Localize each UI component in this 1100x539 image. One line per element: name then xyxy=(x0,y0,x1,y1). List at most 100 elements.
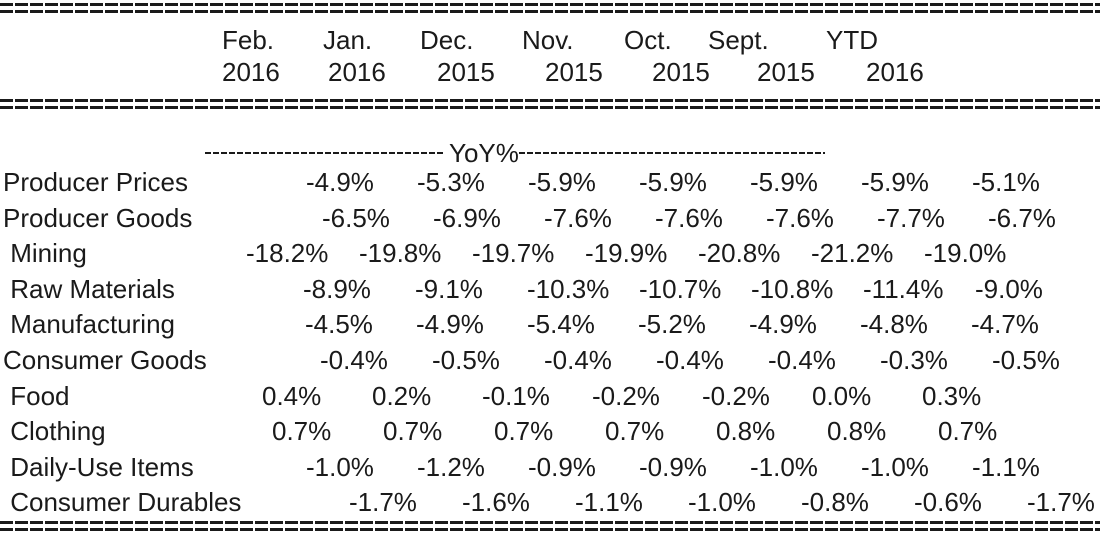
column-header: Oct. xyxy=(624,25,672,55)
cell-value: -0.2% xyxy=(592,380,660,411)
cell-value: -0.5% xyxy=(432,345,500,375)
double-rule xyxy=(0,99,1100,109)
column-header: 2015 xyxy=(545,57,603,87)
cell-value: 0.7% xyxy=(605,416,665,447)
cell-value: 0.4% xyxy=(262,380,322,411)
cell-value: -10.7% xyxy=(639,273,722,304)
cell-value: -0.1% xyxy=(482,380,550,411)
cell-value: -0.4% xyxy=(320,345,388,375)
cell-value: -10.3% xyxy=(527,273,610,304)
column-header: Jan. xyxy=(323,25,373,55)
cell-value: -1.0% xyxy=(861,451,929,482)
cell-value: 0.2% xyxy=(372,380,432,411)
cell-value: -5.9% xyxy=(639,167,707,197)
column-header: 2016 xyxy=(328,57,386,87)
cell-value: -1.0% xyxy=(688,487,756,518)
cell-value: -5.3% xyxy=(417,167,485,197)
cell-value: -5.9% xyxy=(861,167,929,197)
cell-value: 0.8% xyxy=(716,416,776,447)
column-header: Dec. xyxy=(420,25,474,55)
cell-value: -4.9% xyxy=(749,309,817,340)
cell-value: -21.2% xyxy=(811,238,894,269)
cell-value: -19.7% xyxy=(472,238,555,269)
cell-value: -5.1% xyxy=(972,167,1040,197)
cell-value: 0.7% xyxy=(938,416,998,447)
cell-value: -0.3% xyxy=(880,345,948,375)
cell-value: 0.7% xyxy=(272,416,332,447)
cell-value: -7.6% xyxy=(766,202,834,233)
row-label: Daily-Use Items xyxy=(3,451,194,482)
section-label: YoY% xyxy=(449,138,519,168)
cell-value: -1.2% xyxy=(417,451,485,482)
column-header: YTD xyxy=(826,25,878,55)
cell-value: -1.1% xyxy=(575,487,643,518)
column-header: 2016 xyxy=(866,57,924,87)
row-label: Raw Materials xyxy=(3,273,175,304)
cell-value: -0.2% xyxy=(702,380,770,411)
cell-value: -1.1% xyxy=(972,451,1040,482)
cell-value: -6.7% xyxy=(988,202,1056,233)
cell-value: 0.7% xyxy=(494,416,554,447)
cell-value: -7.7% xyxy=(877,202,945,233)
cell-value: 0.8% xyxy=(827,416,887,447)
cell-value: -4.9% xyxy=(416,309,484,340)
cell-value: -8.9% xyxy=(303,273,371,304)
dash-rule xyxy=(519,152,825,154)
row-label: Producer Goods xyxy=(3,202,193,233)
column-header: 2015 xyxy=(757,57,815,87)
cell-value: -7.6% xyxy=(655,202,723,233)
dash-rule xyxy=(205,152,445,154)
column-header: Feb. xyxy=(222,25,275,55)
cell-value: -4.7% xyxy=(971,309,1039,340)
column-header: 2015 xyxy=(652,57,710,87)
column-header: 2015 xyxy=(437,57,495,87)
cell-value: -5.9% xyxy=(528,167,596,197)
cell-value: -9.1% xyxy=(415,273,483,304)
column-header: Sept. xyxy=(708,25,769,55)
cell-value: -18.2% xyxy=(246,238,329,269)
cell-value: -0.6% xyxy=(914,487,982,518)
cell-value: -0.9% xyxy=(639,451,707,482)
cell-value: -1.0% xyxy=(306,451,374,482)
cell-value: -19.0% xyxy=(924,238,1007,269)
cell-value: -7.6% xyxy=(544,202,612,233)
double-rule xyxy=(0,521,1100,531)
cell-value: -10.8% xyxy=(751,273,834,304)
cell-value: -0.8% xyxy=(801,487,869,518)
row-label: Mining xyxy=(3,238,87,269)
cell-value: 0.3% xyxy=(922,380,982,411)
cell-value: -6.9% xyxy=(433,202,501,233)
cell-value: -0.9% xyxy=(528,451,596,482)
cell-value: -11.4% xyxy=(863,273,944,304)
cell-value: -4.5% xyxy=(305,309,373,340)
cell-value: -4.9% xyxy=(306,167,374,197)
cell-value: -1.6% xyxy=(462,487,530,518)
cell-value: -4.8% xyxy=(860,309,928,340)
row-label: Manufacturing xyxy=(3,309,175,340)
cell-value: -0.4% xyxy=(544,345,612,375)
cell-value: 0.7% xyxy=(383,416,443,447)
cell-value: -5.2% xyxy=(638,309,706,340)
cell-value: -9.0% xyxy=(975,273,1043,304)
cell-value: -0.5% xyxy=(992,345,1060,375)
row-label: Consumer Durables xyxy=(3,487,242,518)
row-label: Consumer Goods xyxy=(3,345,207,375)
cell-value: -1.7% xyxy=(349,487,417,518)
row-label: Clothing xyxy=(3,416,106,447)
cell-value: -0.4% xyxy=(768,345,836,375)
column-header: 2016 xyxy=(222,57,280,87)
cell-value: -1.0% xyxy=(750,451,818,482)
cell-value: -5.4% xyxy=(527,309,595,340)
cell-value: -6.5% xyxy=(322,202,390,233)
cell-value: -5.9% xyxy=(750,167,818,197)
row-label: Food xyxy=(3,380,70,411)
cell-value: -0.4% xyxy=(656,345,724,375)
row-label: Producer Prices xyxy=(3,167,188,197)
column-header: Nov. xyxy=(522,25,574,55)
cell-value: -1.7% xyxy=(1027,487,1095,518)
cell-value: 0.0% xyxy=(812,380,872,411)
cell-value: -19.9% xyxy=(585,238,668,269)
cell-value: -19.8% xyxy=(359,238,442,269)
double-rule xyxy=(0,3,1100,13)
